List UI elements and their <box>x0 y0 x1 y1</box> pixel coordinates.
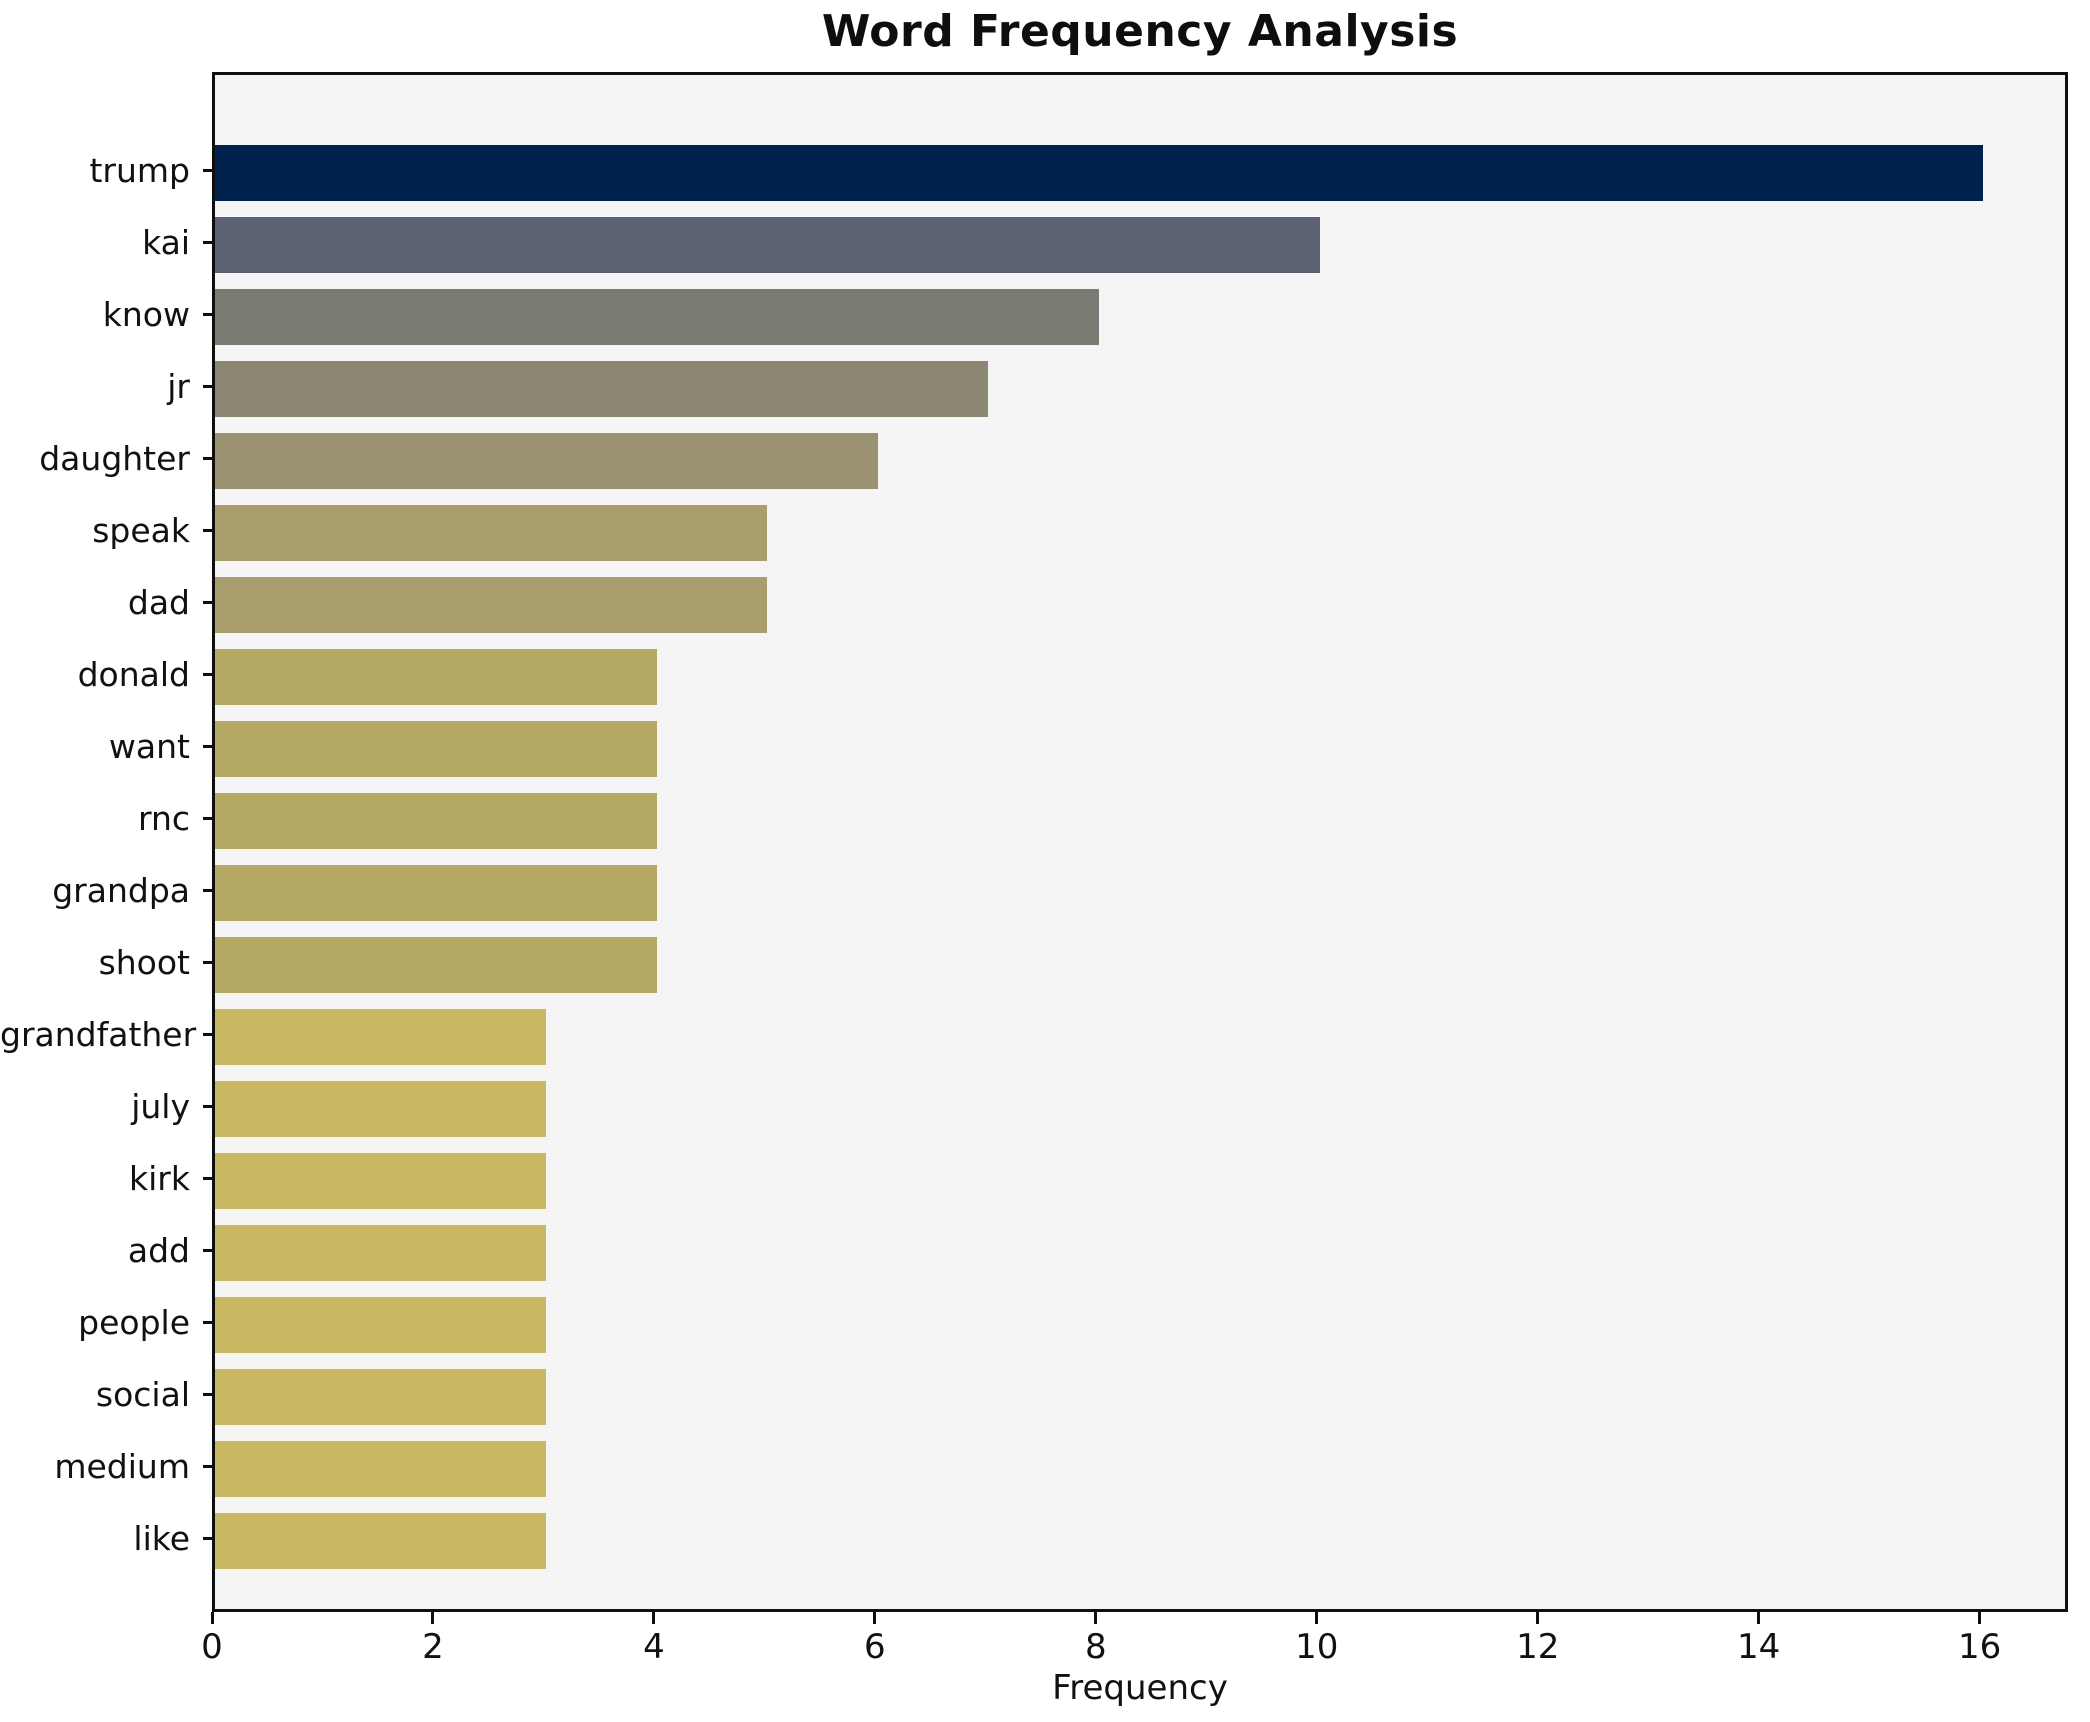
y-tick-label: daughter <box>39 439 190 478</box>
x-tick-mark <box>1757 1612 1761 1624</box>
y-tick-mark <box>203 600 212 604</box>
y-tick-mark <box>203 816 212 820</box>
y-tick-mark <box>203 1032 212 1036</box>
y-tick-mark <box>203 888 212 892</box>
x-axis-label: Frequency <box>1052 1668 1228 1708</box>
y-tick-mark <box>203 1536 212 1540</box>
y-tick-label: want <box>108 727 190 766</box>
y-tick-label: july <box>131 1087 190 1126</box>
y-tick-label: speak <box>92 511 190 550</box>
bar-speak <box>215 505 768 561</box>
y-tick-mark <box>203 744 212 748</box>
y-tick-mark <box>203 240 212 244</box>
bar-grandfather <box>215 1009 547 1065</box>
y-tick-label: people <box>78 1303 190 1342</box>
x-tick-mark <box>873 1612 877 1624</box>
x-tick-label: 16 <box>1957 1627 2002 1667</box>
bar-kai <box>215 217 1320 273</box>
bar-jr <box>215 361 989 417</box>
bar-donald <box>215 649 657 705</box>
bar-rnc <box>215 793 657 849</box>
y-tick-mark <box>203 1176 212 1180</box>
y-tick-mark <box>203 672 212 676</box>
x-tick-mark <box>1536 1612 1540 1624</box>
x-tick-label: 0 <box>201 1627 223 1667</box>
y-tick-label: jr <box>167 367 190 406</box>
y-tick-label: kirk <box>129 1159 190 1198</box>
bar-grandpa <box>215 865 657 921</box>
y-tick-label: like <box>133 1519 190 1558</box>
bar-know <box>215 289 1099 345</box>
y-tick-label: kai <box>142 223 190 262</box>
y-tick-mark <box>203 312 212 316</box>
x-tick-mark <box>1315 1612 1319 1624</box>
y-tick-label: shoot <box>98 943 190 982</box>
bar-add <box>215 1225 547 1281</box>
x-tick-mark <box>652 1612 656 1624</box>
y-tick-mark <box>203 1464 212 1468</box>
y-tick-mark <box>203 1320 212 1324</box>
y-tick-label: add <box>127 1231 190 1270</box>
y-tick-mark <box>203 384 212 388</box>
y-tick-label: donald <box>77 655 190 694</box>
chart-title: Word Frequency Analysis <box>821 6 1459 57</box>
y-tick-mark <box>203 1104 212 1108</box>
y-tick-label: rnc <box>137 799 190 838</box>
bar-july <box>215 1081 547 1137</box>
x-tick-mark <box>431 1612 435 1624</box>
bar-dad <box>215 577 768 633</box>
x-tick-label: 6 <box>864 1627 886 1667</box>
x-tick-label: 12 <box>1516 1627 1560 1667</box>
y-tick-label: dad <box>127 583 190 622</box>
y-tick-label: medium <box>54 1447 190 1486</box>
bar-people <box>215 1297 547 1353</box>
y-tick-label: grandpa <box>52 871 190 910</box>
y-tick-mark <box>203 960 212 964</box>
bar-shoot <box>215 937 657 993</box>
y-tick-label: social <box>95 1375 190 1414</box>
plot-area <box>212 72 2068 1612</box>
x-tick-mark <box>210 1612 214 1624</box>
y-tick-mark <box>203 1392 212 1396</box>
bar-daughter <box>215 433 878 489</box>
y-tick-label: trump <box>89 151 190 190</box>
y-tick-mark <box>203 456 212 460</box>
x-tick-mark <box>1094 1612 1098 1624</box>
y-tick-label: know <box>102 295 190 334</box>
x-tick-label: 14 <box>1737 1627 1781 1667</box>
bar-kirk <box>215 1153 547 1209</box>
x-tick-label: 8 <box>1084 1627 1107 1667</box>
bar-trump <box>215 145 1983 201</box>
x-tick-label: 10 <box>1295 1627 1339 1667</box>
bar-like <box>215 1513 547 1569</box>
x-tick-label: 4 <box>643 1627 665 1667</box>
bar-want <box>215 721 657 777</box>
x-tick-label: 2 <box>422 1627 444 1667</box>
x-tick-mark <box>1978 1612 1982 1624</box>
bar-social <box>215 1369 547 1425</box>
y-tick-label: grandfather <box>0 1015 197 1054</box>
y-tick-mark <box>203 168 212 172</box>
bar-medium <box>215 1441 547 1497</box>
y-tick-mark <box>203 1248 212 1252</box>
y-tick-mark <box>203 528 212 532</box>
